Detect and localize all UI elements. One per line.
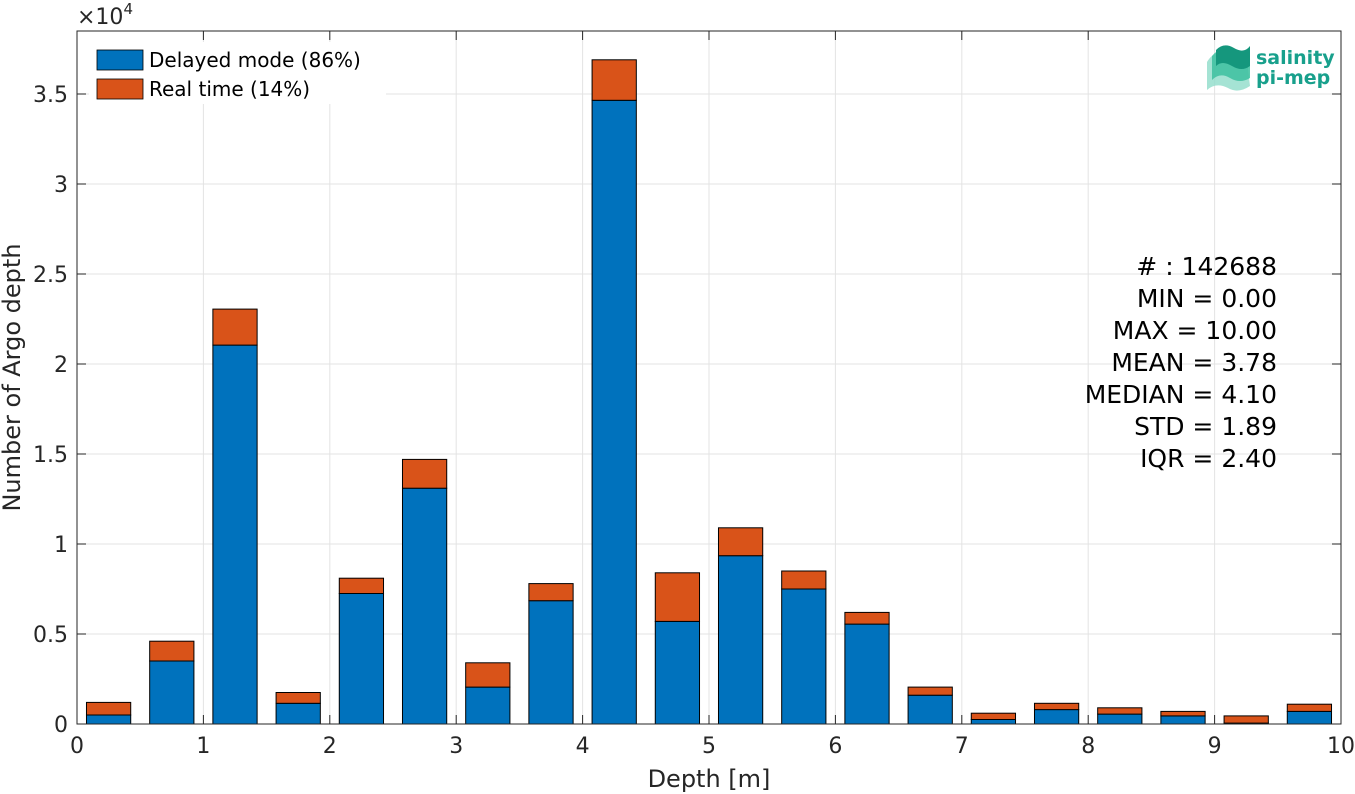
bar-real-time (781, 570, 827, 590)
bar-delayed-mode (1097, 713, 1143, 725)
bar-delayed-mode (465, 686, 511, 725)
legend-label-delayed: Delayed mode (86%) (149, 48, 361, 72)
bar-real-time (275, 692, 321, 704)
bar-delayed-mode (212, 344, 258, 725)
bar-real-time (654, 572, 701, 622)
legend-label-realtime: Real time (14%) (149, 77, 310, 101)
bar-delayed-mode (401, 487, 448, 725)
y-tick-label: 0 (54, 713, 68, 738)
bar-delayed-mode (1160, 715, 1206, 725)
bar-delayed-mode (275, 702, 321, 725)
bar-real-time (401, 458, 448, 489)
stats-line: MAX = 10.00 (1113, 316, 1277, 345)
bar-real-time (591, 59, 637, 101)
y-tick-label: 0.5 (33, 623, 68, 648)
grid (76, 31, 1342, 725)
stats-annotation: # : 142688 MIN = 0.00 MAX = 10.00 MEAN = 3.… (1085, 252, 1277, 473)
bar-real-time (907, 686, 953, 696)
bar-real-time (1097, 707, 1143, 715)
stats-line: # : 142688 (1136, 252, 1277, 281)
bar-real-time (528, 583, 574, 602)
stats-line: STD = 1.89 (1134, 412, 1277, 441)
y-axis-title: Number of Argo depth (0, 243, 26, 511)
x-tick-label: 8 (1081, 734, 1095, 759)
bar-real-time (844, 611, 890, 625)
bar-delayed-mode (907, 694, 953, 725)
bar-delayed-mode (970, 719, 1017, 725)
stats-line: IQR = 2.40 (1140, 444, 1277, 473)
ticks (76, 31, 1342, 725)
y-tick-label: 3 (54, 173, 68, 198)
bar-delayed-mode (844, 623, 890, 725)
x-tick-label: 7 (955, 734, 969, 759)
x-tick-label: 4 (576, 734, 590, 759)
bar-real-time (1223, 715, 1269, 724)
bar-real-time (1160, 710, 1206, 717)
bar-delayed-mode (717, 555, 764, 725)
tick-labels: 0 1 2 3 4 5 6 7 8 9 10 0 0.5 1 1.5 2 2.5 3 3.5 (33, 83, 1355, 759)
bar-delayed-mode (781, 588, 827, 725)
stats-line: MEAN = 3.78 (1111, 348, 1277, 377)
bar-real-time (465, 662, 511, 688)
y-tick-label: 2 (54, 353, 68, 378)
y-tick-label: 2.5 (33, 263, 68, 288)
y-tick-label: 1.5 (33, 443, 68, 468)
bar-real-time (1033, 702, 1080, 711)
legend: Delayed mode (86%) Real time (14%) (89, 42, 386, 104)
y-exponent-label: ×104 (77, 0, 133, 30)
salinity-pimep-logo: salinity pi-mep (1207, 45, 1335, 91)
bar-real-time (338, 577, 385, 595)
bar-real-time (85, 701, 132, 716)
bar-delayed-mode (1033, 709, 1080, 725)
x-tick-label: 1 (196, 734, 210, 759)
bar-delayed-mode (85, 714, 132, 725)
bar-delayed-mode (338, 593, 385, 725)
bar-delayed-mode (528, 600, 574, 725)
bar-real-time (717, 527, 764, 557)
x-tick-label: 0 (70, 734, 84, 759)
logo-text-salinity: salinity (1256, 47, 1335, 69)
stats-line: MEDIAN = 4.10 (1085, 380, 1277, 409)
bar-real-time (212, 308, 258, 346)
x-tick-label: 6 (828, 734, 842, 759)
legend-swatch-delayed (96, 49, 144, 71)
y-tick-label: 1 (54, 533, 68, 558)
y-tick-label: 3.5 (33, 83, 68, 108)
x-axis-title: Depth [m] (648, 765, 771, 793)
x-tick-label: 5 (702, 734, 716, 759)
x-tick-label: 9 (1208, 734, 1222, 759)
bar-delayed-mode (1286, 710, 1333, 725)
logo-wave-3 (1216, 45, 1250, 69)
logo-text-pimep: pi-mep (1256, 67, 1330, 89)
x-tick-label: 2 (323, 734, 337, 759)
x-tick-label: 10 (1327, 734, 1355, 759)
legend-swatch-realtime (96, 78, 144, 100)
x-tick-label: 3 (449, 734, 463, 759)
bar-real-time (1286, 703, 1333, 712)
bar-real-time (970, 712, 1017, 721)
bar-delayed-mode (149, 660, 195, 725)
bar-delayed-mode (591, 99, 637, 725)
stats-line: MIN = 0.00 (1137, 284, 1277, 313)
bar-real-time (149, 640, 195, 662)
bar-delayed-mode (654, 620, 701, 725)
